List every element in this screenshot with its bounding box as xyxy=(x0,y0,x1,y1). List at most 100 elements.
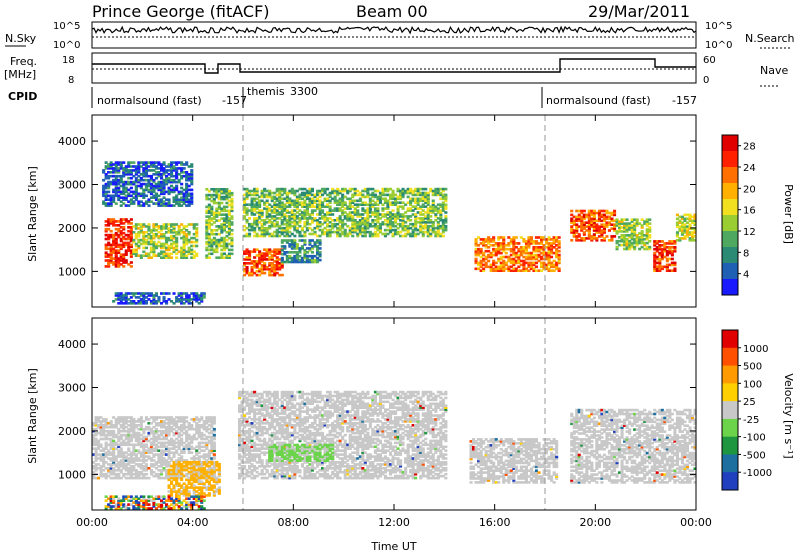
data-cell xyxy=(280,258,284,262)
data-cell xyxy=(409,209,413,212)
data-cell xyxy=(245,269,249,273)
data-cell xyxy=(248,224,252,228)
data-cell xyxy=(693,223,697,226)
data-cell xyxy=(341,224,345,228)
data-cell xyxy=(273,250,277,253)
data-cell xyxy=(585,237,589,240)
data-cell xyxy=(648,218,652,221)
data-cell xyxy=(225,189,229,193)
data-cell xyxy=(220,189,224,193)
data-cell xyxy=(310,239,314,242)
data-cell xyxy=(147,198,151,201)
data-cell xyxy=(114,261,118,264)
data-cell xyxy=(97,453,101,456)
data-cell xyxy=(305,217,309,220)
data-cell xyxy=(117,180,121,184)
data-cell xyxy=(414,197,418,201)
data-cell xyxy=(157,433,161,437)
data-cell xyxy=(401,205,405,208)
data-cell xyxy=(635,239,639,243)
data-cell xyxy=(119,455,123,458)
data-cell xyxy=(207,221,211,224)
data-cell xyxy=(162,463,166,466)
data-cell xyxy=(331,222,335,226)
data-cell xyxy=(190,469,194,472)
data-cell xyxy=(524,242,528,245)
data-cell xyxy=(160,200,164,203)
data-cell xyxy=(119,220,123,223)
data-cell xyxy=(205,229,209,232)
data-cell xyxy=(182,167,186,170)
data-cell xyxy=(431,205,435,208)
data-cell xyxy=(107,241,111,245)
data-cell xyxy=(147,225,151,228)
data-cell xyxy=(305,260,309,264)
data-cell xyxy=(373,215,377,218)
data-cell xyxy=(300,234,304,238)
data-cell xyxy=(572,231,576,234)
data-cell xyxy=(333,199,337,203)
data-cell xyxy=(187,437,191,441)
data-cell xyxy=(162,169,166,172)
data-cell xyxy=(507,259,511,263)
data-cell xyxy=(610,235,614,238)
data-cell xyxy=(185,238,189,242)
data-cell xyxy=(333,195,337,199)
data-cell xyxy=(361,217,365,220)
data-cell xyxy=(165,171,169,174)
data-cell xyxy=(152,244,156,248)
data-cell xyxy=(670,240,674,243)
data-cell xyxy=(147,204,151,207)
data-cell xyxy=(688,215,692,219)
data-cell xyxy=(112,455,116,458)
data-cell xyxy=(190,176,194,180)
data-cell xyxy=(207,449,211,452)
data-cell xyxy=(124,259,128,262)
colorbar-tick-label: 28 xyxy=(743,142,756,153)
data-cell xyxy=(688,223,692,226)
y-tick-label: 2000 xyxy=(58,222,86,235)
data-cell xyxy=(363,234,367,238)
data-cell xyxy=(295,201,299,204)
data-cell xyxy=(250,193,254,197)
data-cell xyxy=(484,263,488,267)
data-cell xyxy=(152,248,156,252)
data-cell xyxy=(693,221,697,224)
data-cell xyxy=(401,215,405,218)
data-cell xyxy=(139,176,143,180)
data-cell xyxy=(243,267,247,271)
data-cell xyxy=(547,255,551,259)
data-cell xyxy=(381,197,385,201)
data-cell xyxy=(268,252,272,255)
data-cell xyxy=(260,267,264,271)
data-cell xyxy=(653,263,657,267)
data-cell xyxy=(162,200,166,203)
data-cell xyxy=(691,233,695,236)
data-cell xyxy=(343,207,347,210)
data-cell xyxy=(590,239,594,242)
data-cell xyxy=(258,250,262,253)
data-cell xyxy=(132,174,136,178)
data-cell xyxy=(590,217,594,221)
data-cell xyxy=(545,253,549,257)
data-cell xyxy=(356,226,360,230)
data-cell xyxy=(172,292,176,295)
data-cell xyxy=(147,180,151,184)
data-cell xyxy=(129,261,133,264)
data-cell xyxy=(227,227,231,230)
data-cell xyxy=(358,199,362,203)
data-cell xyxy=(177,447,181,450)
data-cell xyxy=(381,187,385,191)
data-cell xyxy=(630,234,634,237)
data-cell xyxy=(127,263,131,266)
data-cell xyxy=(361,189,365,193)
data-cell xyxy=(185,416,189,419)
data-cell xyxy=(253,260,257,263)
data-cell xyxy=(394,197,398,201)
data-cell xyxy=(300,247,304,250)
data-cell xyxy=(104,243,108,247)
data-cell xyxy=(122,474,126,478)
data-cell xyxy=(426,197,430,201)
data-cell xyxy=(680,223,684,226)
data-cell xyxy=(162,252,166,256)
